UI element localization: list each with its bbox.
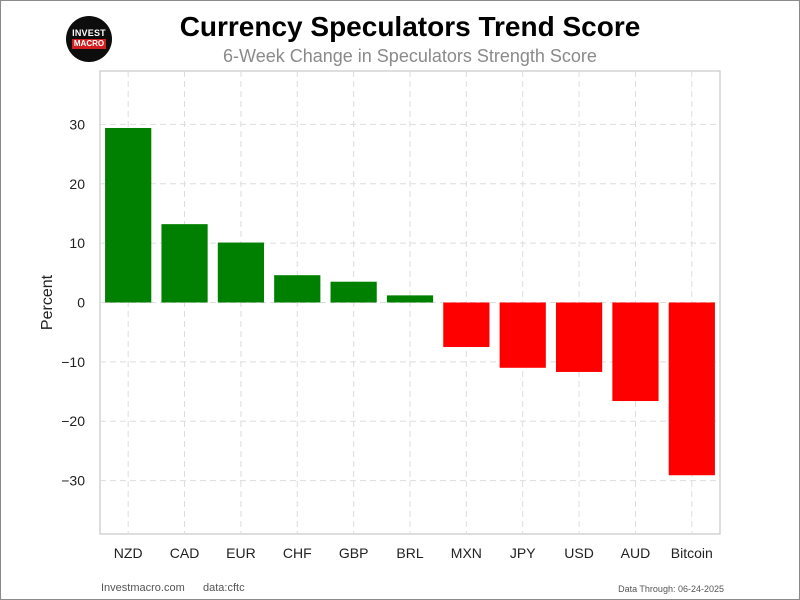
bar-chf <box>274 275 321 303</box>
y-tick-label: −20 <box>61 413 85 429</box>
bar-eur <box>217 242 265 303</box>
footer-site: Investmacro.com <box>101 582 185 594</box>
chart-title: Currency Speculators Trend Score <box>179 11 641 42</box>
y-tick-label: 20 <box>69 176 85 192</box>
x-tick-label-bitcoin: Bitcoin <box>671 545 713 561</box>
y-tick-label: −10 <box>61 354 85 370</box>
y-axis-label: Percent <box>39 274 56 330</box>
y-axis-ticks: −30 −20 −10 0 10 20 30 <box>61 116 85 488</box>
x-tick-label-brl: BRL <box>396 545 423 561</box>
y-tick-label: −30 <box>61 473 85 489</box>
x-tick-label-chf: CHF <box>283 545 312 561</box>
footer-source: data:cftc <box>203 582 245 594</box>
y-tick-label: 30 <box>69 116 85 132</box>
x-tick-label-gbp: GBP <box>339 545 369 561</box>
x-tick-label-mxn: MXN <box>451 545 482 561</box>
x-tick-label-nzd: NZD <box>114 545 143 561</box>
x-axis-ticks: NZD CAD EUR CHF GBP BRL MXN JPY USD AUD Bitcoin <box>114 545 713 561</box>
bar-brl <box>386 295 434 303</box>
bar-nzd <box>105 127 152 303</box>
bar-gbp <box>330 281 377 303</box>
bar-mxn <box>443 302 490 348</box>
x-tick-label-jpy: JPY <box>510 545 536 561</box>
y-tick-label: 0 <box>77 295 85 311</box>
y-tick-label: 10 <box>69 235 85 251</box>
logo-text-top: INVEST <box>72 28 106 38</box>
x-tick-label-cad: CAD <box>170 545 200 561</box>
x-tick-label-aud: AUD <box>621 545 651 561</box>
bars <box>105 127 715 476</box>
x-tick-label-usd: USD <box>564 545 594 561</box>
bar-usd <box>555 302 603 372</box>
bar-aud <box>612 302 659 402</box>
bar-jpy <box>499 302 546 368</box>
bar-bitcoin <box>668 302 715 476</box>
investmacro-logo: INVEST MACRO <box>66 16 112 62</box>
x-tick-label-eur: EUR <box>226 545 256 561</box>
bar-cad <box>161 224 208 303</box>
logo-text-bottom: MACRO <box>72 39 106 49</box>
chart-subtitle: 6-Week Change in Speculators Strength Sc… <box>223 46 597 66</box>
footer-data-through: Data Through: 06-24-2025 <box>618 584 724 594</box>
